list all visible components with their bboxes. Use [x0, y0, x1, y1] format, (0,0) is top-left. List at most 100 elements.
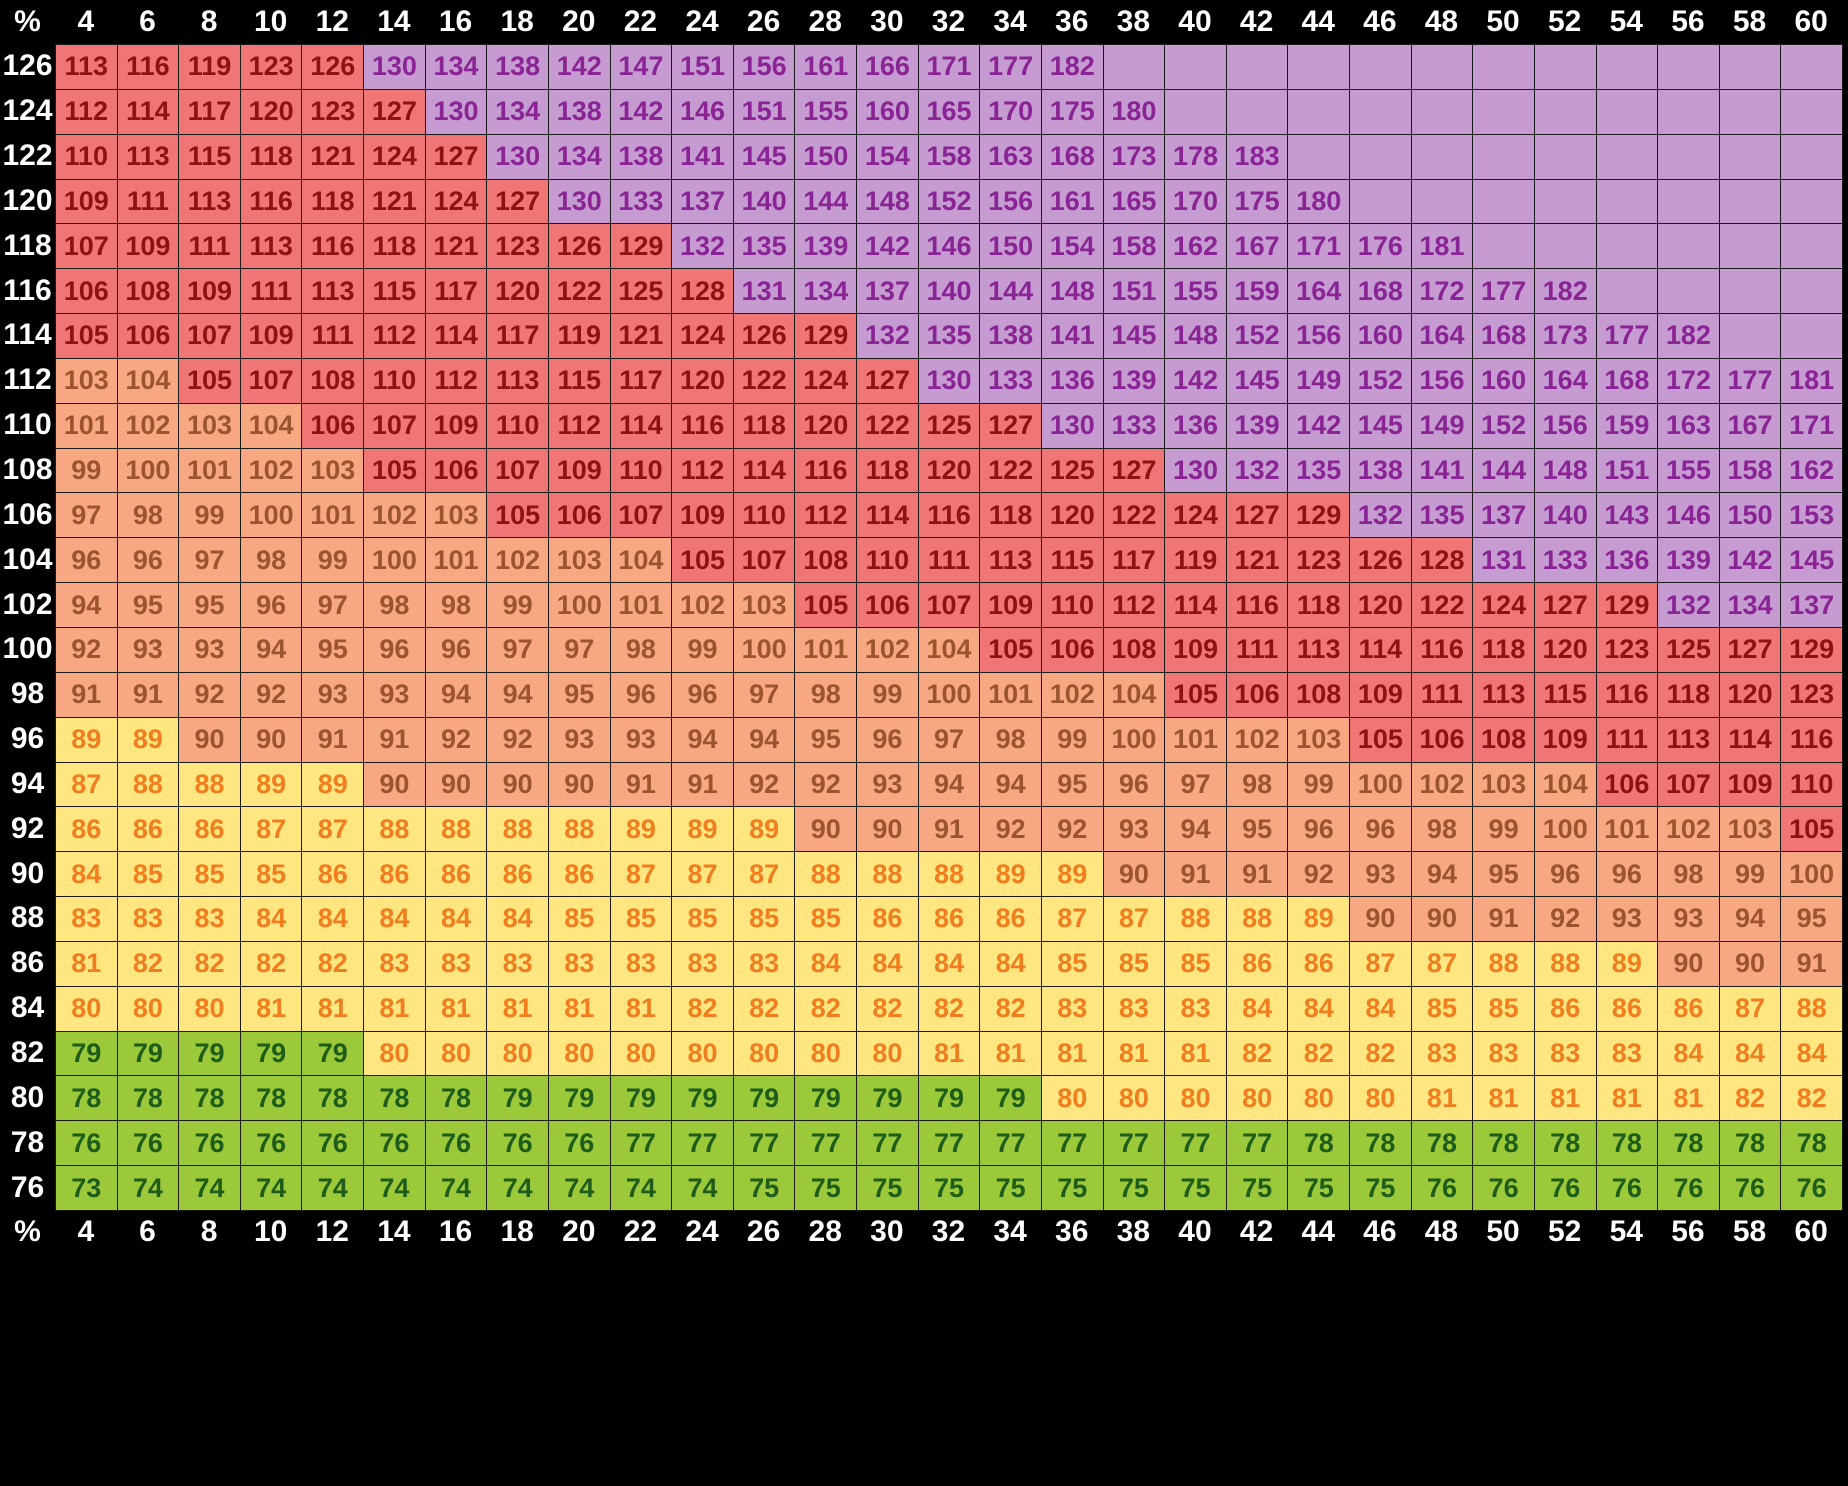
value-cell: 120 [671, 357, 734, 404]
value-cell: 75 [917, 1165, 981, 1211]
column-header-top: 6 [139, 5, 156, 38]
value-cell: 122 [547, 268, 611, 315]
value-cell: 109 [116, 223, 180, 270]
value-cell: 97 [917, 716, 981, 763]
column-header-bottom: 58 [1732, 1215, 1767, 1248]
value-cell: 153 [1780, 492, 1843, 539]
value-cell: 128 [671, 268, 734, 315]
value-cell: 136 [1164, 402, 1227, 449]
value-cell: 134 [1718, 582, 1782, 628]
value-cell: 103 [547, 537, 611, 584]
column-header-bottom: 28 [808, 1215, 842, 1248]
value-cell: 181 [1410, 223, 1474, 270]
empty-cell [1472, 133, 1535, 180]
value-cell: 106 [856, 582, 919, 628]
value-cell: 134 [794, 268, 858, 315]
value-cell: 177 [1595, 313, 1659, 359]
value-cell: 90 [239, 716, 303, 763]
value-cell: 112 [1102, 582, 1166, 628]
value-cell: 87 [1410, 940, 1474, 987]
row-header: 84 [10, 991, 45, 1025]
column-header-top: 8 [200, 5, 218, 38]
value-cell: 89 [1595, 940, 1659, 987]
value-cell: 144 [794, 178, 858, 225]
row-header: 88 [10, 901, 45, 935]
value-cell: 137 [856, 268, 919, 315]
value-cell: 80 [732, 1030, 796, 1077]
value-cell: 103 [732, 582, 796, 628]
value-cell: 102 [1225, 716, 1289, 763]
value-cell: 89 [301, 761, 365, 808]
value-cell: 130 [917, 357, 981, 404]
value-cell: 98 [979, 716, 1042, 763]
value-cell: 82 [178, 940, 241, 987]
value-cell: 114 [1164, 582, 1227, 628]
corner-label-top: % [14, 5, 41, 38]
column-header-top: 36 [1055, 5, 1089, 38]
value-cell: 118 [1657, 671, 1720, 718]
value-cell: 104 [1533, 761, 1597, 808]
value-cell: 106 [424, 447, 488, 494]
value-cell: 106 [301, 402, 365, 449]
value-cell: 139 [794, 223, 858, 270]
value-cell: 80 [671, 1030, 734, 1077]
value-cell: 83 [671, 940, 734, 987]
value-cell: 127 [486, 178, 549, 225]
value-cell: 127 [856, 357, 919, 404]
value-cell: 167 [1225, 223, 1289, 270]
value-cell: 79 [794, 1075, 858, 1122]
column-header-bottom: 52 [1548, 1215, 1582, 1248]
value-cell: 96 [424, 627, 488, 673]
value-cell: 142 [609, 88, 673, 135]
value-cell: 120 [239, 88, 303, 135]
value-cell: 88 [856, 851, 919, 898]
value-cell: 177 [979, 44, 1042, 90]
value-cell: 151 [671, 44, 734, 90]
column-header-top: 50 [1486, 5, 1520, 38]
column-header-top: 22 [623, 5, 658, 38]
value-cell: 105 [55, 313, 118, 359]
value-cell: 120 [1533, 627, 1597, 673]
row-header: 112 [3, 363, 52, 397]
value-cell: 177 [1718, 357, 1782, 404]
value-cell: 115 [363, 268, 426, 315]
value-cell: 151 [1595, 447, 1659, 494]
value-cell: 84 [1287, 985, 1351, 1032]
empty-cell [1410, 178, 1474, 225]
value-cell: 76 [1657, 1165, 1720, 1211]
value-cell: 96 [671, 671, 734, 718]
value-cell: 112 [794, 492, 858, 539]
value-cell: 102 [486, 537, 549, 584]
value-cell: 142 [547, 44, 611, 90]
value-cell: 123 [1287, 537, 1351, 584]
value-cell: 146 [917, 223, 981, 270]
empty-cell [1595, 223, 1659, 270]
value-cell: 81 [547, 985, 611, 1032]
column-header-bottom: 10 [253, 1215, 288, 1248]
value-cell: 74 [116, 1165, 180, 1211]
value-cell: 147 [609, 44, 673, 90]
value-cell: 124 [671, 313, 734, 359]
value-cell: 123 [301, 88, 365, 135]
value-cell: 82 [671, 985, 734, 1032]
value-cell: 88 [547, 806, 611, 853]
column-header-bottom: 54 [1609, 1215, 1643, 1248]
value-cell: 113 [486, 357, 549, 404]
value-cell: 88 [1533, 940, 1597, 987]
value-cell: 138 [979, 313, 1042, 359]
value-cell: 116 [1595, 671, 1659, 718]
row-header: 126 [2, 49, 53, 83]
value-cell: 101 [794, 627, 858, 673]
value-cell: 110 [55, 133, 118, 180]
value-cell: 86 [116, 806, 180, 853]
value-cell: 78 [1657, 1120, 1720, 1167]
value-cell: 111 [178, 223, 241, 270]
value-cell: 132 [1349, 492, 1412, 539]
value-cell: 180 [1287, 178, 1351, 225]
value-cell: 89 [1040, 851, 1104, 898]
value-cell: 77 [917, 1120, 981, 1167]
value-cell: 130 [486, 133, 549, 180]
value-cell: 86 [486, 851, 549, 898]
value-cell: 113 [1472, 671, 1535, 718]
